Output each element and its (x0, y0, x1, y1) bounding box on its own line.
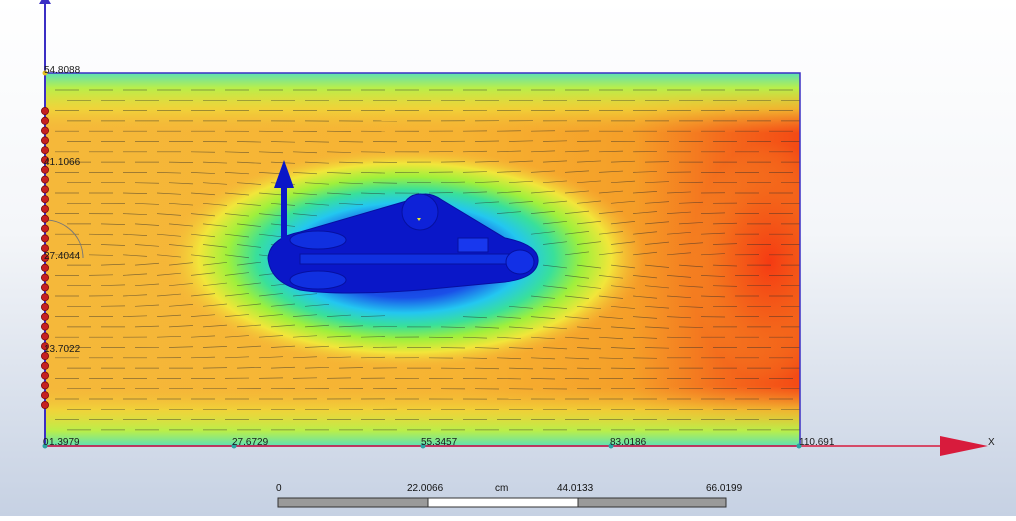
node-marker[interactable] (41, 196, 48, 203)
x-axis-label: 110.691 (799, 438, 834, 448)
node-marker[interactable] (41, 137, 48, 144)
node-marker[interactable] (41, 313, 48, 320)
node-marker[interactable] (41, 215, 48, 222)
node-marker[interactable] (41, 401, 48, 408)
node-marker[interactable] (41, 205, 48, 212)
y-axis-label: 41.1066 (44, 158, 80, 168)
scale-label: 22.0066 (407, 484, 443, 494)
scale-bar (278, 498, 726, 507)
x-axis-label: 55.3457 (421, 438, 457, 448)
node-marker[interactable] (41, 235, 48, 242)
x-axis-label: 83.0186 (610, 438, 646, 448)
node-marker[interactable] (41, 284, 48, 291)
node-marker[interactable] (41, 362, 48, 369)
node-marker[interactable] (41, 323, 48, 330)
x-axis-name: X (988, 438, 995, 448)
node-marker[interactable] (41, 147, 48, 154)
node-marker[interactable] (41, 303, 48, 310)
node-marker[interactable] (41, 176, 48, 183)
x-axis-label: 0 (43, 438, 49, 448)
node-marker[interactable] (41, 186, 48, 193)
node-marker[interactable] (41, 294, 48, 301)
node-marker[interactable] (41, 127, 48, 134)
y-axis-label: 13.7022 (44, 345, 80, 355)
node-marker[interactable] (41, 274, 48, 281)
scale-label: 0 (276, 484, 282, 494)
node-marker[interactable] (41, 117, 48, 124)
scale-label: 44.0133 (557, 484, 593, 494)
y-axis-label: 54.8088 (44, 66, 80, 76)
y-axis-label: 27.4044 (44, 252, 80, 262)
node-marker[interactable] (41, 392, 48, 399)
node-marker[interactable] (41, 372, 48, 379)
x-axis-arrow-icon (940, 436, 988, 456)
x-axis-label: 27.6729 (232, 438, 268, 448)
scale-label: 66.0199 (706, 484, 742, 494)
node-marker[interactable] (41, 225, 48, 232)
origin-y-label: 1.3979 (49, 438, 80, 448)
node-marker[interactable] (41, 107, 48, 114)
y-axis-arrow-icon (39, 0, 51, 4)
scale-unit: cm (495, 484, 508, 494)
node-marker[interactable] (41, 382, 48, 389)
node-marker[interactable] (41, 264, 48, 271)
node-marker[interactable] (41, 333, 48, 340)
